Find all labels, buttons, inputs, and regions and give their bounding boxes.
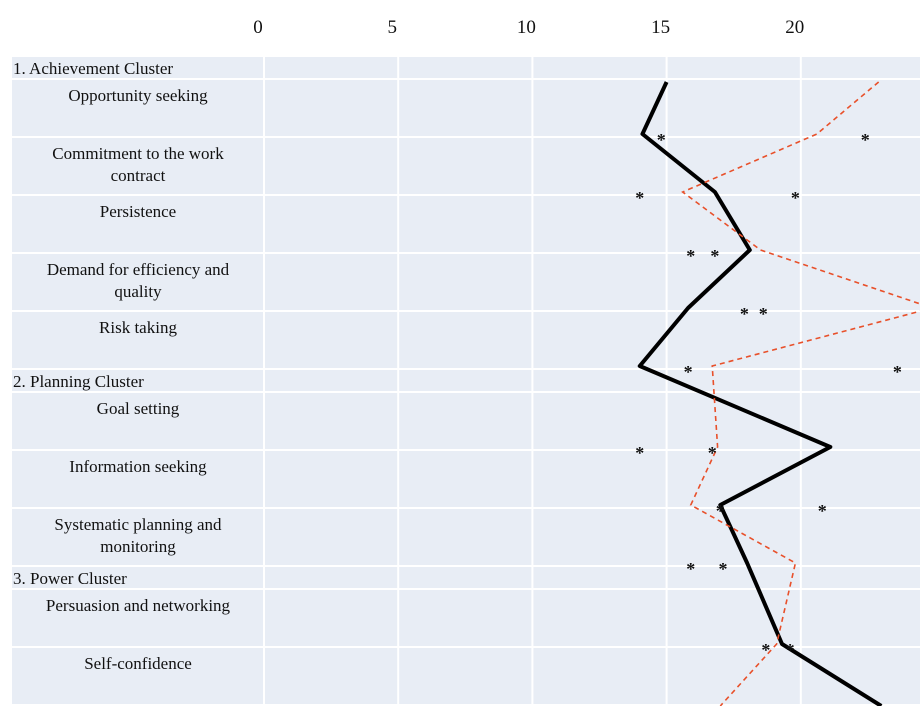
series-marker: * <box>761 640 770 660</box>
item-band <box>12 254 920 310</box>
series-marker: * <box>657 130 666 150</box>
item-band <box>12 648 920 704</box>
series-marker: * <box>686 559 695 579</box>
competency-label: Commitment to the work <box>52 144 224 163</box>
series-lines <box>637 81 920 706</box>
competency-label: Self-confidence <box>84 654 192 673</box>
item-band <box>12 80 920 136</box>
cluster-label: 1. Achievement Cluster <box>13 59 173 78</box>
x-tick-label: 20 <box>785 17 804 38</box>
competency-label: Opportunity seeking <box>68 86 208 105</box>
item-band <box>12 138 920 194</box>
series-dashed-line <box>681 81 920 706</box>
cluster-label: 3. Power Cluster <box>13 569 127 588</box>
x-tick-label: 5 <box>387 17 397 38</box>
series-marker: * <box>818 501 827 521</box>
cluster-label: 2. Planning Cluster <box>13 372 144 391</box>
row-bands <box>12 57 920 704</box>
series-marker: * <box>877 702 886 706</box>
x-tick-label: 15 <box>651 17 670 38</box>
series-marker: * <box>635 443 644 463</box>
competency-label: Demand for efficiency and <box>47 260 230 279</box>
cluster-band <box>12 370 920 391</box>
series-markers: * * * * * * * * * * * * * * * * * * * * <box>635 130 902 706</box>
x-tick-label: 0 <box>253 17 263 38</box>
cluster-band <box>12 57 920 78</box>
competency-label: Risk taking <box>99 318 177 337</box>
gridlines <box>263 57 802 706</box>
cluster-band <box>12 567 920 588</box>
series-marker: * <box>732 702 741 706</box>
series-marker: * <box>710 246 719 266</box>
series-marker: * <box>740 304 749 324</box>
series-marker: * <box>759 304 768 324</box>
series-marker: * <box>686 246 695 266</box>
series-marker: * <box>708 443 717 463</box>
item-band <box>12 312 920 368</box>
series-marker: * <box>684 362 693 382</box>
series-marker: * <box>635 188 644 208</box>
competency-label: Systematic planning and <box>54 515 222 534</box>
series-marker: * <box>861 130 870 150</box>
competency-label: monitoring <box>100 537 176 556</box>
competency-label: Goal setting <box>97 399 180 418</box>
competency-label: Persistence <box>100 202 176 221</box>
competency-label: Persuasion and networking <box>46 596 231 615</box>
series-marker: * <box>791 188 800 208</box>
x-tick-label: 10 <box>517 17 536 38</box>
row-labels: 1. Achievement Cluster Opportunity seekin… <box>13 59 231 673</box>
series-solid-line <box>637 81 883 706</box>
series-marker: * <box>786 640 795 660</box>
series-marker: * <box>893 362 902 382</box>
x-axis-ticks: 0510152025 <box>253 17 920 38</box>
competency-label: Information seeking <box>69 457 207 476</box>
series-marker: * <box>718 559 727 579</box>
item-band <box>12 196 920 252</box>
item-band <box>12 509 920 565</box>
competency-label: quality <box>114 282 162 301</box>
competency-label: contract <box>111 166 166 185</box>
series-marker: * <box>716 501 725 521</box>
